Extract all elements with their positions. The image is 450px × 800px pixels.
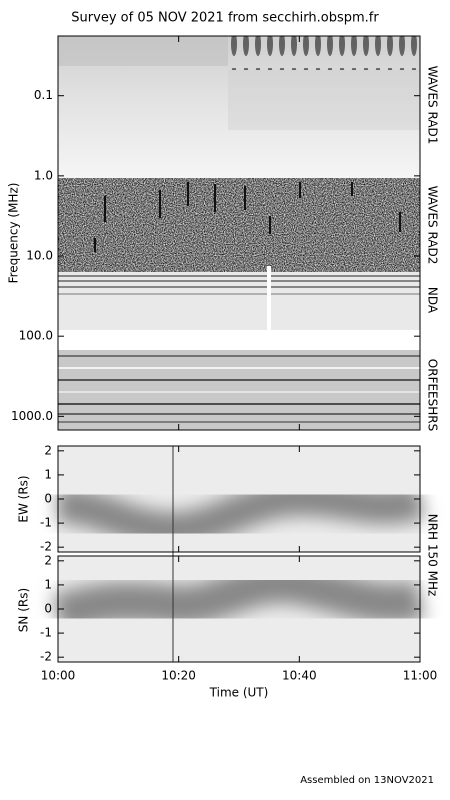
- y-tick-label: 0.1: [34, 88, 53, 102]
- y-tick-label: 0: [44, 602, 52, 616]
- frame: [57, 35, 421, 431]
- y-tick-label: -1: [40, 516, 52, 530]
- instrument-label: NDA: [426, 287, 440, 314]
- x-tick-label: 10:00: [41, 669, 76, 683]
- instrument-label: WAVES RAD2: [426, 186, 440, 265]
- y-tick-label: -2: [40, 650, 52, 664]
- y-tick-label: 100.0: [19, 329, 53, 343]
- instrument-label: ORFEESHRS: [426, 359, 440, 431]
- y-tick-label: 2: [44, 443, 52, 457]
- chart-title: Survey of 05 NOV 2021 from secchirh.obsp…: [71, 11, 379, 26]
- y-tick-label: 1: [44, 577, 52, 591]
- instrument-label: NRH 150 MHz: [426, 514, 440, 597]
- y-tick-label: 10.0: [26, 249, 53, 263]
- nrh-image: [51, 446, 427, 662]
- y-axis-label: Frequency (MHz): [7, 183, 21, 284]
- y-tick-label: 1000.0: [11, 409, 53, 423]
- x-tick-label: 10:20: [161, 669, 196, 683]
- x-tick-label: 10:40: [282, 669, 317, 683]
- instrument-label: WAVES RAD1: [426, 66, 440, 145]
- y-tick-label: 2: [44, 553, 52, 567]
- x-axis-label: Time (UT): [209, 686, 269, 700]
- y-tick-label: 1: [44, 467, 52, 481]
- y-tick-label: 0: [44, 492, 52, 506]
- y-axis-label: SN (Rs): [17, 588, 31, 632]
- y-tick-label: -2: [40, 540, 52, 554]
- footer: Assembled on 13NOV2021: [300, 775, 434, 786]
- y-axis-label: EW (Rs): [17, 475, 31, 522]
- spectrogram-image: [58, 36, 420, 430]
- x-tick-label: 11:00: [403, 669, 438, 683]
- y-tick-label: 1.0: [34, 168, 53, 182]
- y-tick-label: -1: [40, 626, 52, 640]
